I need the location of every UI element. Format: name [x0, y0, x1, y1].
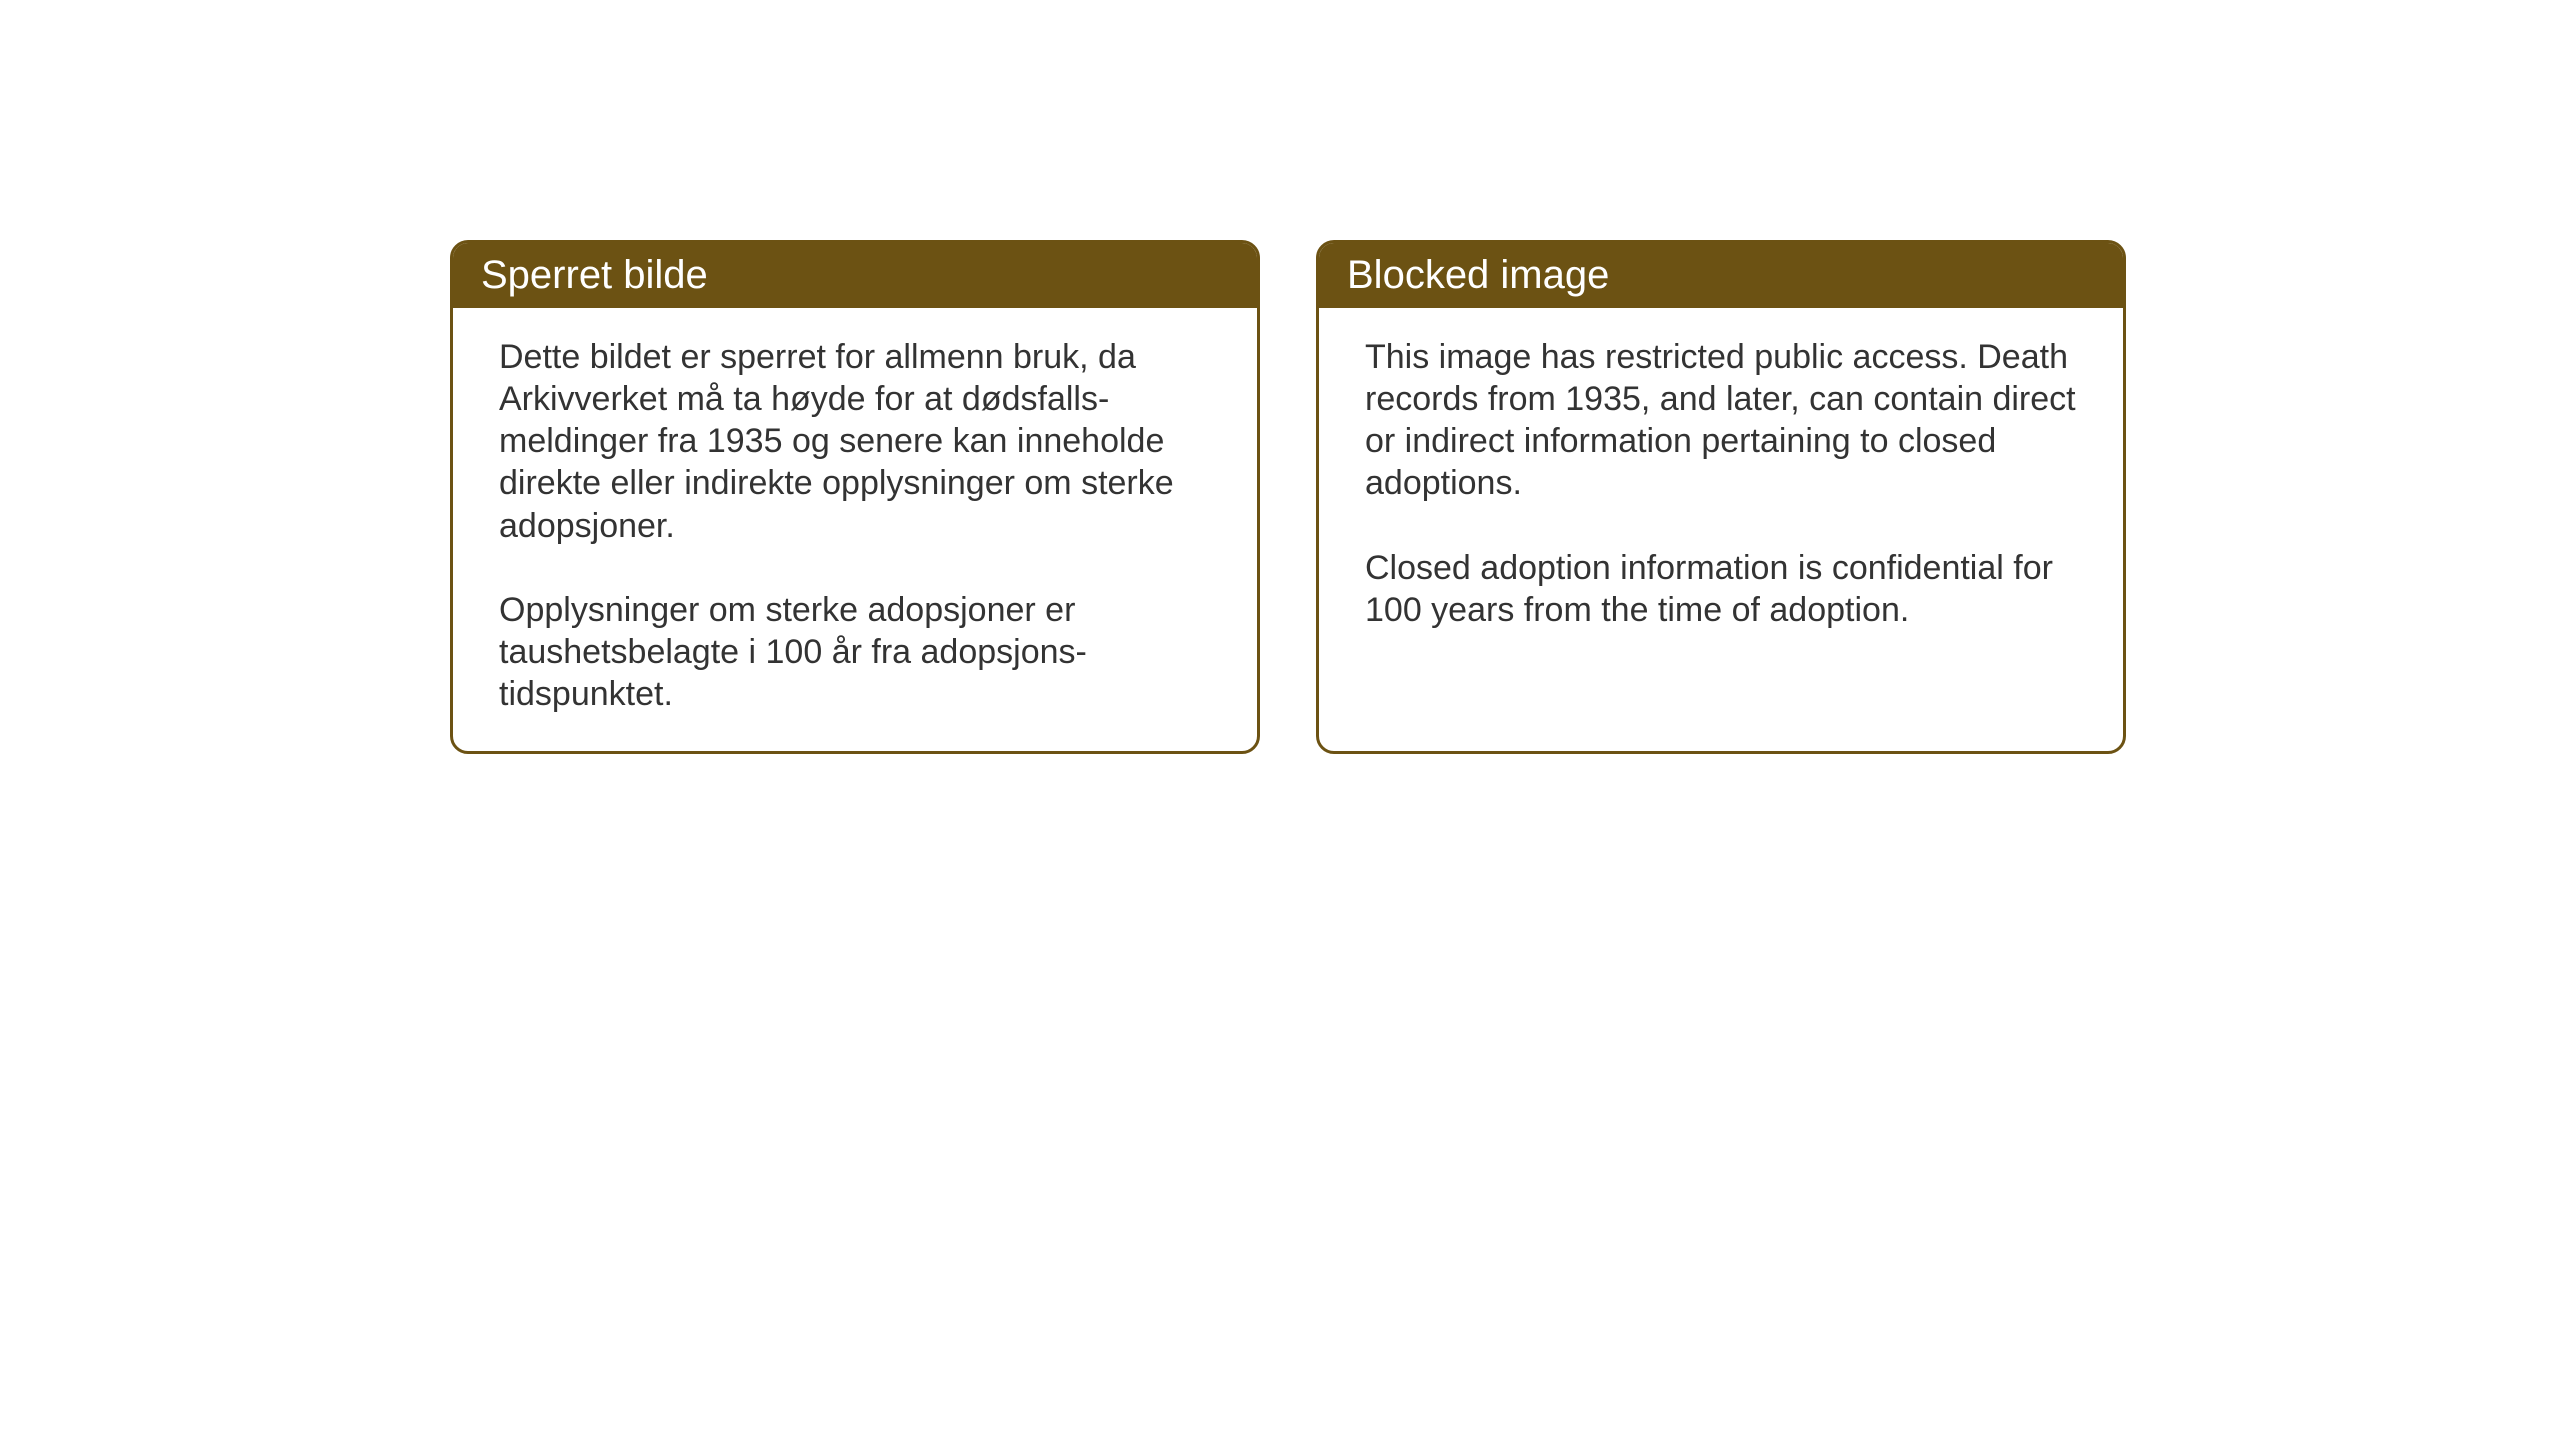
norwegian-card: Sperret bilde Dette bildet er sperret fo… [450, 240, 1260, 754]
norwegian-paragraph-2: Opplysninger om sterke adopsjoner er tau… [499, 589, 1211, 715]
cards-container: Sperret bilde Dette bildet er sperret fo… [450, 240, 2126, 754]
english-card-title: Blocked image [1319, 243, 2123, 308]
english-card-body: This image has restricted public access.… [1319, 308, 2123, 667]
norwegian-card-title: Sperret bilde [453, 243, 1257, 308]
norwegian-card-body: Dette bildet er sperret for allmenn bruk… [453, 308, 1257, 751]
english-card: Blocked image This image has restricted … [1316, 240, 2126, 754]
english-paragraph-1: This image has restricted public access.… [1365, 336, 2077, 505]
norwegian-paragraph-1: Dette bildet er sperret for allmenn bruk… [499, 336, 1211, 547]
english-paragraph-2: Closed adoption information is confident… [1365, 547, 2077, 631]
